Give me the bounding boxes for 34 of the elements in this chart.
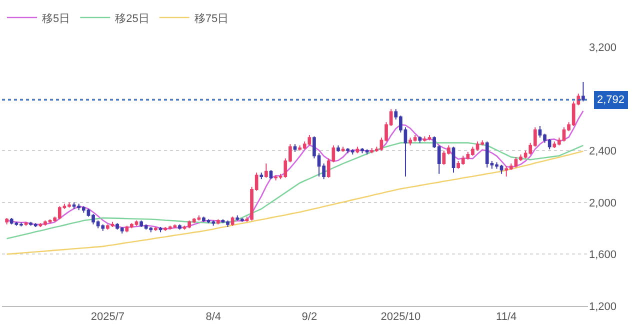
candlestick xyxy=(582,81,585,102)
y-tick-label: 3,200 xyxy=(589,42,617,54)
x-tick-label: 11/4 xyxy=(496,311,517,324)
candlestick xyxy=(154,226,158,232)
y-tick-label: 1,600 xyxy=(589,249,617,262)
candlestick xyxy=(336,144,340,152)
candlestick xyxy=(158,226,162,233)
candlestick xyxy=(230,216,234,226)
candlestick xyxy=(178,224,182,230)
legend-label: 移25日 xyxy=(115,12,150,25)
legend-label: 移75日 xyxy=(194,12,229,25)
candlestick xyxy=(356,146,360,154)
candlestick xyxy=(452,146,456,174)
candlestick xyxy=(418,136,422,144)
line-series xyxy=(6,150,584,255)
candlestick xyxy=(341,146,345,152)
y-tick-label: 2,000 xyxy=(589,197,617,210)
candlestick xyxy=(264,163,268,178)
line-series xyxy=(6,110,584,230)
x-tick-label: 2025/7 xyxy=(90,311,124,324)
candlestick xyxy=(5,217,8,225)
x-tick-label: 9/2 xyxy=(302,311,318,324)
x-tick-label: 2025/10 xyxy=(380,311,421,324)
candlestick xyxy=(260,172,264,180)
line-series xyxy=(6,142,584,240)
x-tick-label: 8/4 xyxy=(206,311,221,324)
candlestick xyxy=(216,218,220,225)
candlestick xyxy=(269,170,273,180)
legend-label: 移5日 xyxy=(42,12,70,25)
candlestick xyxy=(24,221,28,226)
y-tick-label: 1,200 xyxy=(589,300,617,313)
ref-line-label: 2,792 xyxy=(597,94,625,106)
candlestick xyxy=(293,144,297,152)
y-tick-label: 2,400 xyxy=(589,145,617,158)
